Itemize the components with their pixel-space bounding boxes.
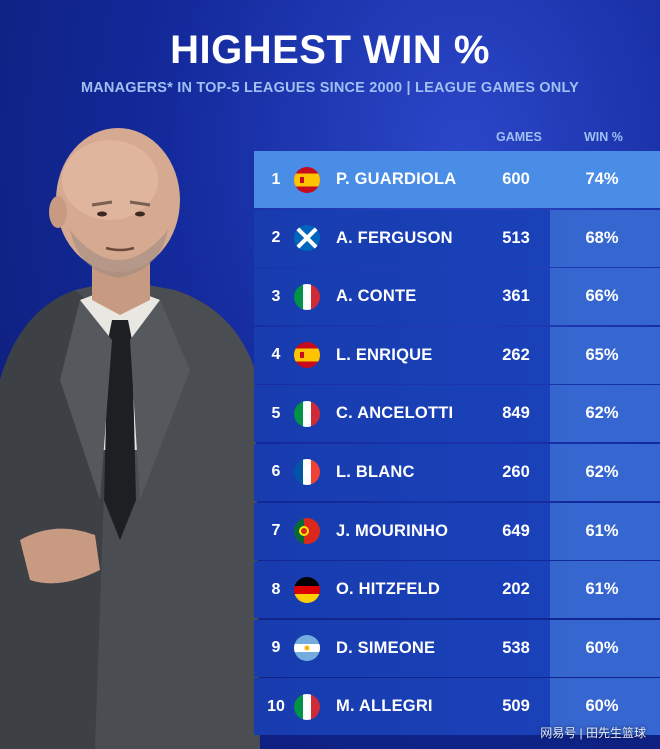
manager-photo bbox=[0, 128, 260, 749]
rank: 8 bbox=[271, 580, 281, 598]
table-row: 8 O. HITZFELD 202 61% bbox=[254, 561, 660, 619]
column-header-games: GAMES bbox=[496, 130, 542, 144]
rank: 1 bbox=[271, 170, 281, 188]
spain-flag-icon bbox=[294, 342, 320, 369]
win-percentage: 60% bbox=[585, 638, 619, 657]
spain-flag-icon bbox=[294, 166, 320, 193]
manager-name: J. MOURINHO bbox=[336, 521, 449, 540]
column-header-win: WIN % bbox=[584, 130, 623, 144]
win-cell-bg bbox=[550, 443, 660, 501]
page-subtitle: MANAGERS* IN TOP-5 LEAGUES SINCE 2000 | … bbox=[80, 80, 580, 96]
rank: 5 bbox=[271, 404, 281, 422]
games-count: 202 bbox=[502, 580, 530, 599]
italy-flag-icon bbox=[294, 400, 320, 427]
portugal-flag-icon bbox=[294, 518, 320, 545]
win-percentage: 60% bbox=[585, 697, 619, 716]
games-count: 361 bbox=[502, 287, 530, 306]
manager-name: A. CONTE bbox=[336, 287, 417, 306]
rank: 9 bbox=[271, 639, 281, 657]
win-percentage: 61% bbox=[585, 580, 619, 599]
win-percentage: 68% bbox=[585, 228, 619, 247]
games-count: 262 bbox=[502, 345, 530, 364]
watermark: 网易号 | 田先生篮球 bbox=[540, 726, 646, 740]
rank: 10 bbox=[267, 697, 285, 715]
table-row: 1 P. GUARDIOLA 600 74% bbox=[254, 151, 660, 208]
games-count: 849 bbox=[502, 404, 530, 423]
games-count: 538 bbox=[502, 638, 530, 657]
page-title: HIGHEST WIN % bbox=[170, 28, 490, 72]
games-count: 260 bbox=[502, 462, 530, 481]
manager-name: L. BLANC bbox=[336, 462, 415, 481]
table-row: 10 M. ALLEGRI 509 60% bbox=[254, 678, 660, 736]
rank: 7 bbox=[271, 522, 281, 540]
win-percentage: 62% bbox=[585, 404, 619, 423]
rank: 4 bbox=[271, 346, 281, 364]
games-count: 649 bbox=[502, 521, 530, 540]
rank: 2 bbox=[271, 229, 281, 247]
ranking-table: 1 P. GUARDIOLA 600 74% 2 A. FERGUSON 513 68% 3 A.… bbox=[254, 151, 660, 737]
win-cell-bg bbox=[550, 209, 660, 267]
germany-flag-icon bbox=[294, 576, 320, 603]
italy-flag-icon bbox=[294, 283, 320, 310]
rank: 6 bbox=[271, 463, 281, 481]
table-row: 3 A. CONTE 361 66% bbox=[254, 268, 660, 326]
table-row: 2 A. FERGUSON 513 68% bbox=[254, 209, 660, 267]
win-percentage: 61% bbox=[585, 521, 619, 540]
games-count: 513 bbox=[502, 228, 530, 247]
win-cell-bg bbox=[550, 678, 660, 736]
table-row: 7 J. MOURINHO 649 61% bbox=[254, 502, 660, 560]
manager-name: P. GUARDIOLA bbox=[336, 170, 457, 188]
manager-name: C. ANCELOTTI bbox=[336, 404, 454, 423]
scotland-flag-icon bbox=[294, 225, 320, 252]
manager-name: O. HITZFELD bbox=[336, 580, 440, 599]
table-row: 4 L. ENRIQUE 262 65% bbox=[254, 326, 660, 384]
win-cell-bg bbox=[550, 561, 660, 619]
win-percentage: 65% bbox=[585, 345, 619, 364]
argentina-flag-icon bbox=[294, 635, 320, 662]
games-count: 600 bbox=[502, 170, 530, 188]
win-percentage: 66% bbox=[585, 287, 619, 306]
italy-flag-icon bbox=[294, 693, 320, 720]
games-count: 509 bbox=[502, 697, 530, 716]
rank: 3 bbox=[271, 287, 281, 305]
manager-name: D. SIMEONE bbox=[336, 638, 436, 657]
win-cell-bg bbox=[550, 502, 660, 560]
france-flag-icon bbox=[294, 459, 320, 486]
win-cell-bg bbox=[550, 619, 660, 677]
manager-name: A. FERGUSON bbox=[336, 228, 453, 247]
table-row: 9 D. SIMEONE 538 60% bbox=[254, 619, 660, 677]
win-percentage: 74% bbox=[585, 170, 619, 188]
table-row: 6 L. BLANC 260 62% bbox=[254, 443, 660, 501]
win-cell-bg bbox=[550, 326, 660, 384]
table-row: 5 C. ANCELOTTI 849 62% bbox=[254, 385, 660, 443]
win-percentage: 62% bbox=[585, 462, 619, 481]
win-cell-bg bbox=[550, 385, 660, 443]
win-cell-bg bbox=[550, 268, 660, 326]
manager-name: L. ENRIQUE bbox=[336, 345, 433, 364]
manager-name: M. ALLEGRI bbox=[336, 697, 433, 716]
